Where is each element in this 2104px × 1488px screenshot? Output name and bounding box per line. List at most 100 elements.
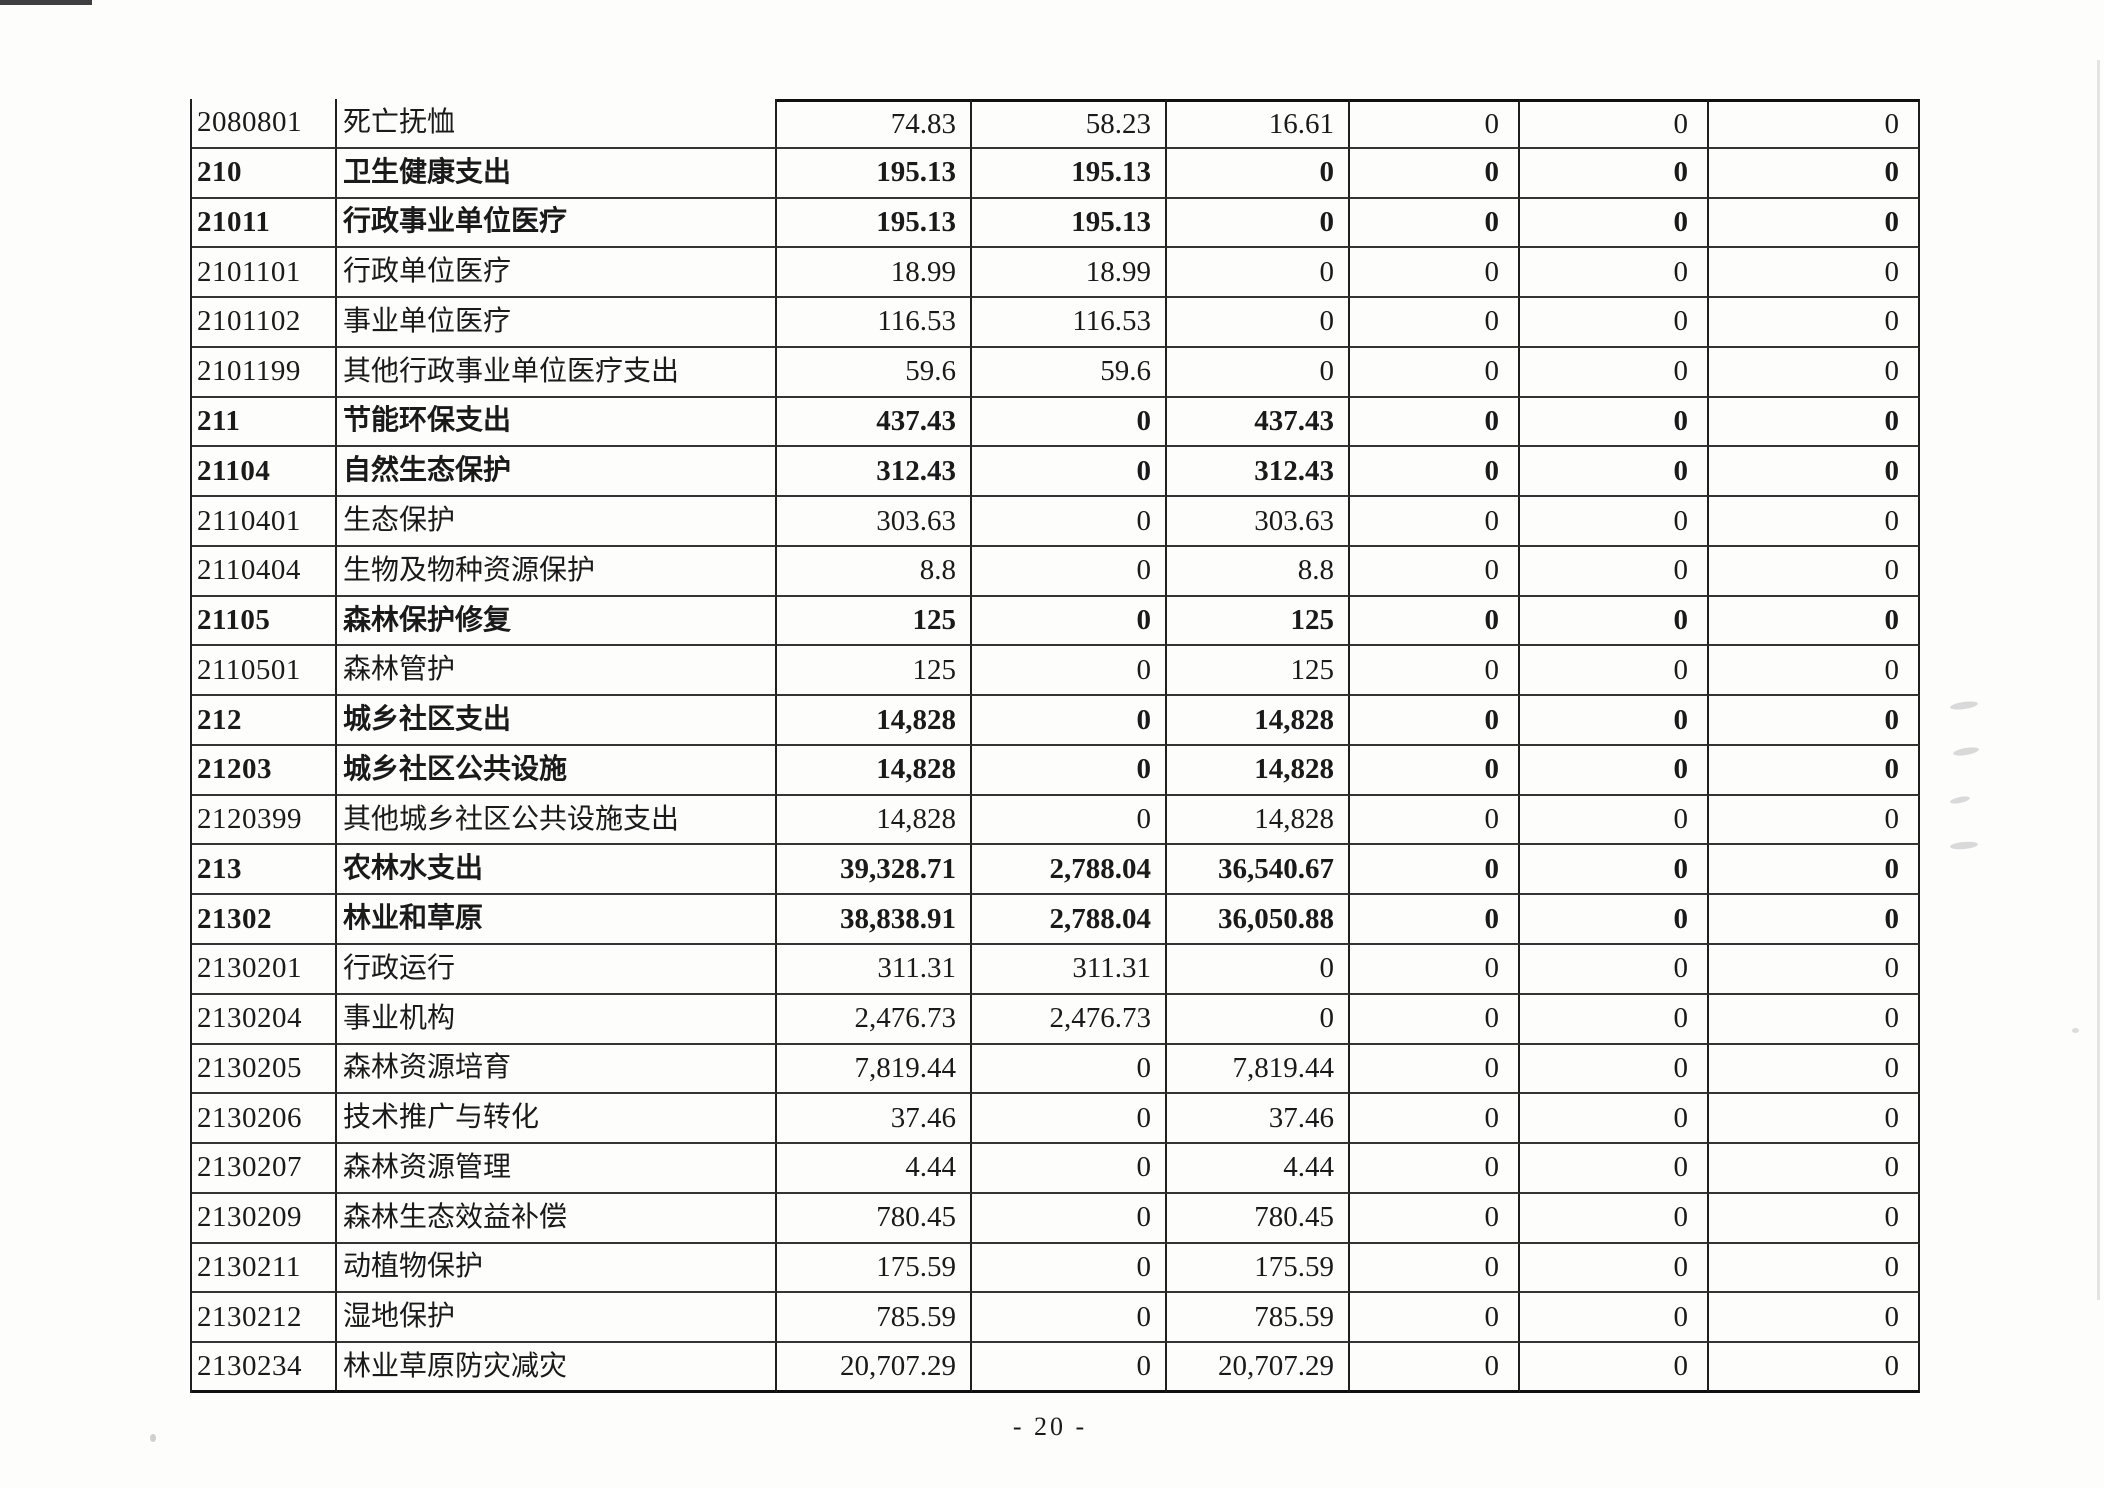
amount-col4-cell: 0 xyxy=(1350,198,1520,249)
amount-col4-cell: 0 xyxy=(1350,895,1520,946)
budget-table: 2080801 死亡抚恤 74.83 58.23 16.61 0 0 0 210… xyxy=(190,99,1920,1393)
budget-name-cell: 其他行政事业单位医疗支出 xyxy=(337,347,777,398)
amount-col6-cell: 0 xyxy=(1709,447,1920,498)
budget-code-cell: 2130234 xyxy=(192,1343,337,1393)
amount-col3-cell: 125 xyxy=(1167,596,1350,647)
amount-col1-cell: 116.53 xyxy=(777,298,972,348)
budget-name-cell: 行政单位医疗 xyxy=(337,248,777,299)
amount-col3-cell: 0 xyxy=(1167,994,1350,1045)
amount-col6-cell: 0 xyxy=(1709,845,1920,896)
scan-edge-shadow xyxy=(2097,60,2100,1300)
amount-col1-cell: 785.59 xyxy=(777,1293,972,1344)
budget-name-cell: 动植物保护 xyxy=(337,1243,777,1294)
budget-code-cell: 21203 xyxy=(192,745,337,796)
amount-col3-cell: 0 xyxy=(1167,298,1350,348)
amount-col3-cell: 8.8 xyxy=(1167,546,1350,597)
amount-col4-cell: 0 xyxy=(1350,1144,1520,1194)
amount-col5-cell: 0 xyxy=(1520,1193,1709,1244)
amount-col6-cell: 0 xyxy=(1709,596,1920,647)
budget-name-cell: 农林水支出 xyxy=(337,845,777,896)
amount-col2-cell: 0 xyxy=(972,1044,1167,1095)
amount-col5-cell: 0 xyxy=(1520,596,1709,647)
amount-col2-cell: 2,788.04 xyxy=(972,845,1167,896)
amount-col5-cell: 0 xyxy=(1520,696,1709,746)
scan-smudge xyxy=(1952,745,1980,758)
budget-name-cell: 死亡抚恤 xyxy=(337,99,777,149)
amount-col6-cell: 0 xyxy=(1709,1193,1920,1244)
amount-col5-cell: 0 xyxy=(1520,994,1709,1045)
amount-col2-cell: 0 xyxy=(972,745,1167,796)
amount-col3-cell: 14,828 xyxy=(1167,795,1350,846)
amount-col5-cell: 0 xyxy=(1520,845,1709,896)
amount-col3-cell: 303.63 xyxy=(1167,497,1350,547)
amount-col6-cell: 0 xyxy=(1709,148,1920,199)
amount-col1-cell: 303.63 xyxy=(777,497,972,547)
amount-col2-cell: 2,476.73 xyxy=(972,994,1167,1045)
budget-name-cell: 城乡社区公共设施 xyxy=(337,745,777,796)
amount-col4-cell: 0 xyxy=(1350,298,1520,348)
amount-col2-cell: 0 xyxy=(972,546,1167,597)
budget-code-cell: 2110404 xyxy=(192,546,337,597)
budget-code-cell: 2120399 xyxy=(192,795,337,846)
amount-col4-cell: 0 xyxy=(1350,945,1520,995)
amount-col5-cell: 0 xyxy=(1520,148,1709,199)
amount-col4-cell: 0 xyxy=(1350,696,1520,746)
amount-col1-cell: 125 xyxy=(777,646,972,697)
amount-col5-cell: 0 xyxy=(1520,1144,1709,1194)
amount-col5-cell: 0 xyxy=(1520,198,1709,249)
budget-name-cell: 事业机构 xyxy=(337,994,777,1045)
amount-col6-cell: 0 xyxy=(1709,347,1920,398)
budget-name-cell: 湿地保护 xyxy=(337,1293,777,1344)
amount-col1-cell: 312.43 xyxy=(777,447,972,498)
amount-col3-cell: 0 xyxy=(1167,148,1350,199)
budget-name-cell: 森林资源培育 xyxy=(337,1044,777,1095)
amount-col3-cell: 14,828 xyxy=(1167,745,1350,796)
amount-col1-cell: 39,328.71 xyxy=(777,845,972,896)
scan-speck xyxy=(2072,1028,2079,1033)
budget-name-cell: 节能环保支出 xyxy=(337,397,777,448)
budget-name-cell: 行政事业单位医疗 xyxy=(337,198,777,249)
budget-code-cell: 21105 xyxy=(192,596,337,647)
amount-col3-cell: 125 xyxy=(1167,646,1350,697)
budget-name-cell: 行政运行 xyxy=(337,945,777,995)
amount-col6-cell: 0 xyxy=(1709,1094,1920,1145)
amount-col2-cell: 2,788.04 xyxy=(972,895,1167,946)
amount-col1-cell: 7,819.44 xyxy=(777,1044,972,1095)
amount-col1-cell: 8.8 xyxy=(777,546,972,597)
budget-code-cell: 21104 xyxy=(192,447,337,498)
budget-code-cell: 2130212 xyxy=(192,1293,337,1344)
amount-col4-cell: 0 xyxy=(1350,1193,1520,1244)
amount-col4-cell: 0 xyxy=(1350,1293,1520,1344)
amount-col6-cell: 0 xyxy=(1709,99,1920,149)
amount-col6-cell: 0 xyxy=(1709,1243,1920,1294)
amount-col2-cell: 0 xyxy=(972,1094,1167,1145)
amount-col3-cell: 36,540.67 xyxy=(1167,845,1350,896)
amount-col3-cell: 16.61 xyxy=(1167,99,1350,149)
amount-col6-cell: 0 xyxy=(1709,646,1920,697)
amount-col1-cell: 175.59 xyxy=(777,1243,972,1294)
budget-code-cell: 2130205 xyxy=(192,1044,337,1095)
amount-col5-cell: 0 xyxy=(1520,646,1709,697)
amount-col5-cell: 0 xyxy=(1520,1293,1709,1344)
amount-col4-cell: 0 xyxy=(1350,1094,1520,1145)
amount-col1-cell: 14,828 xyxy=(777,795,972,846)
amount-col2-cell: 0 xyxy=(972,1243,1167,1294)
amount-col3-cell: 312.43 xyxy=(1167,447,1350,498)
amount-col1-cell: 74.83 xyxy=(777,99,972,149)
budget-code-cell: 2080801 xyxy=(192,99,337,149)
amount-col2-cell: 0 xyxy=(972,696,1167,746)
amount-col1-cell: 311.31 xyxy=(777,945,972,995)
amount-col5-cell: 0 xyxy=(1520,745,1709,796)
amount-col5-cell: 0 xyxy=(1520,546,1709,597)
amount-col3-cell: 37.46 xyxy=(1167,1094,1350,1145)
amount-col1-cell: 38,838.91 xyxy=(777,895,972,946)
amount-col6-cell: 0 xyxy=(1709,895,1920,946)
amount-col1-cell: 37.46 xyxy=(777,1094,972,1145)
amount-col4-cell: 0 xyxy=(1350,745,1520,796)
amount-col3-cell: 437.43 xyxy=(1167,397,1350,448)
amount-col3-cell: 0 xyxy=(1167,347,1350,398)
amount-col4-cell: 0 xyxy=(1350,1044,1520,1095)
amount-col1-cell: 780.45 xyxy=(777,1193,972,1244)
amount-col3-cell: 20,707.29 xyxy=(1167,1343,1350,1393)
